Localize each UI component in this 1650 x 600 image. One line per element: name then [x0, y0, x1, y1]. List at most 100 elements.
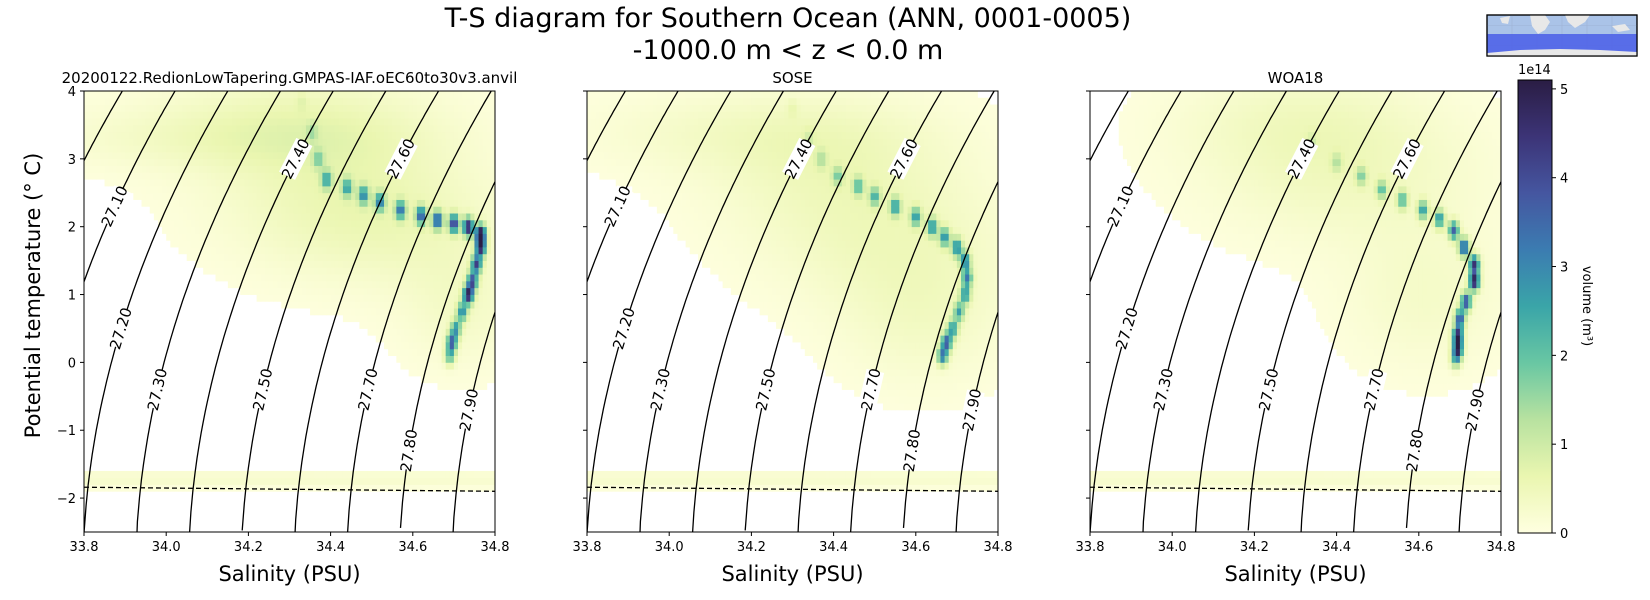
heatmap-cell: [421, 158, 426, 167]
heatmap-cell: [652, 165, 658, 173]
heatmap-cell: [669, 145, 674, 153]
heatmap-cell: [268, 253, 274, 262]
heatmap-cell: [404, 192, 410, 200]
heatmap-cell: [437, 301, 442, 309]
heatmap-cell: [367, 274, 373, 282]
heatmap-cell: [718, 91, 724, 99]
heatmap-cell: [416, 145, 422, 153]
heatmap-cell: [689, 104, 695, 112]
heatmap-cell: [632, 118, 637, 126]
heatmap-cell: [281, 287, 286, 295]
heatmap-cell: [445, 233, 451, 241]
heatmap-cell: [338, 179, 344, 187]
heatmap-cell: [673, 213, 678, 221]
heatmap-cell: [458, 335, 463, 343]
heatmap-cell: [755, 477, 761, 485]
heatmap-cell: [305, 213, 311, 221]
heatmap-cell: [149, 185, 155, 194]
heatmap-cell: [305, 192, 311, 200]
heatmap-cell: [400, 477, 405, 485]
heatmap-cell: [478, 247, 484, 255]
heatmap-cell: [392, 192, 397, 200]
heatmap-cell: [656, 138, 662, 146]
heatmap-cell: [673, 131, 678, 139]
heatmap-cell: [743, 152, 748, 160]
heatmap-cell: [673, 226, 678, 234]
heatmap-cell: [125, 477, 130, 485]
heatmap-cell: [685, 226, 691, 234]
heatmap-cell: [256, 172, 262, 180]
heatmap-cell: [342, 314, 348, 323]
heatmap-cell: [277, 172, 282, 180]
heatmap-cell: [108, 477, 114, 485]
heatmap-cell: [203, 253, 208, 262]
heatmap-cell: [482, 382, 488, 390]
heatmap-cell: [277, 97, 282, 105]
heatmap-cell: [804, 118, 810, 126]
heatmap-cell: [808, 104, 814, 112]
heatmap-cell: [157, 145, 163, 153]
heatmap-cell: [330, 240, 336, 248]
heatmap-cell: [490, 280, 495, 289]
heatmap-cell: [681, 97, 687, 105]
heatmap-cell: [240, 124, 245, 133]
heatmap-cell: [351, 91, 356, 99]
heatmap-cell: [474, 131, 479, 139]
heatmap-cell: [776, 219, 781, 228]
heatmap-cell: [813, 328, 818, 336]
heatmap-cell: [437, 165, 442, 173]
heatmap-cell: [215, 172, 221, 180]
heatmap-cell: [215, 226, 221, 234]
heatmap-cell: [359, 152, 364, 160]
heatmap-cell: [404, 484, 410, 492]
heatmap-cell: [264, 124, 270, 133]
heatmap-cell: [273, 470, 278, 479]
heatmap-cell: [656, 199, 662, 207]
heatmap-cell: [482, 280, 488, 289]
heatmap-cell: [384, 484, 389, 492]
heatmap-cell: [207, 213, 212, 221]
heatmap-cell: [726, 172, 732, 180]
heatmap-cell: [490, 104, 495, 112]
heatmap-cell: [453, 348, 459, 356]
heatmap-cell: [792, 104, 798, 112]
heatmap-cell: [466, 274, 471, 282]
heatmap-cell: [644, 470, 650, 479]
heatmap-cell: [780, 97, 785, 105]
heatmap-cell: [445, 314, 451, 323]
heatmap-cell: [453, 274, 459, 282]
heatmap-cell: [347, 477, 352, 485]
heatmap-cell: [804, 233, 810, 241]
heatmap-cell: [322, 308, 327, 316]
heatmap-cell: [190, 165, 196, 173]
heatmap-cell: [486, 118, 492, 126]
heatmap-cell: [722, 118, 728, 126]
heatmap-cell: [384, 226, 389, 234]
heatmap-cell: [458, 280, 463, 289]
heatmap-cell: [623, 97, 629, 105]
heatmap-cell: [665, 158, 670, 167]
heatmap-cell: [359, 321, 364, 329]
heatmap-cell: [404, 213, 410, 221]
heatmap-cell: [730, 152, 736, 160]
heatmap-cell: [800, 335, 806, 343]
heatmap-cell: [474, 145, 479, 153]
heatmap-cell: [681, 118, 687, 126]
heatmap-cell: [607, 104, 613, 112]
heatmap-cell: [178, 470, 184, 479]
heatmap-cell: [437, 308, 442, 316]
heatmap-cell: [412, 219, 418, 228]
heatmap-cell: [182, 124, 188, 133]
heatmap-cell: [689, 97, 695, 105]
heatmap-cell: [375, 213, 381, 221]
heatmap-cell: [788, 308, 793, 316]
heatmap-cell: [141, 470, 147, 479]
heatmap-cell: [347, 138, 352, 146]
heatmap-cell: [416, 484, 422, 492]
contour-label-bg: [355, 368, 382, 411]
heatmap-cell: [739, 131, 744, 139]
heatmap-cell: [268, 267, 274, 275]
heatmap-cell: [281, 484, 286, 492]
heatmap-cell: [153, 152, 159, 160]
heatmap-cell: [800, 219, 806, 228]
